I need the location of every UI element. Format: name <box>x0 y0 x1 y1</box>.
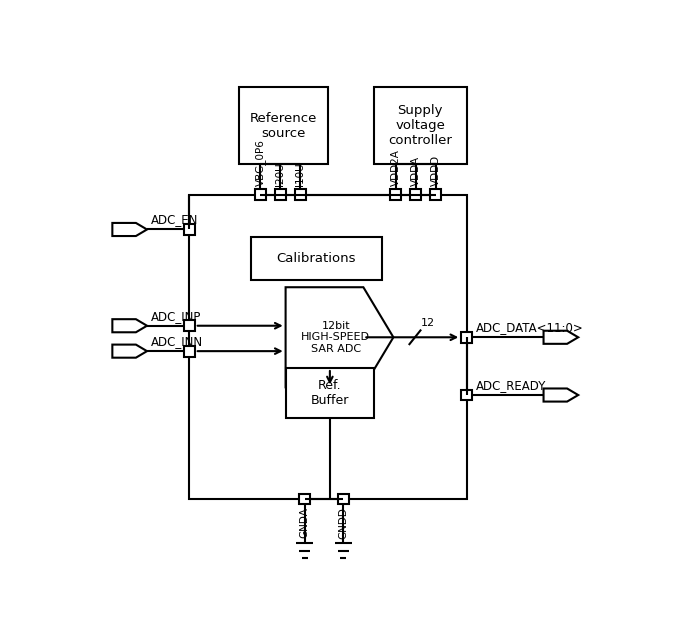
Bar <box>184 346 195 357</box>
Polygon shape <box>112 345 147 358</box>
Text: Calibrations: Calibrations <box>276 252 356 265</box>
Text: VDDD: VDDD <box>430 155 441 186</box>
Text: 12bit
HIGH-SPEED
SAR ADC: 12bit HIGH-SPEED SAR ADC <box>301 321 370 354</box>
Bar <box>275 189 286 200</box>
Polygon shape <box>112 319 147 332</box>
Polygon shape <box>286 287 393 387</box>
Text: ADC_DATA<11:0>: ADC_DATA<11:0> <box>476 321 584 334</box>
Bar <box>189 195 466 499</box>
Bar <box>391 189 401 200</box>
Text: 12: 12 <box>421 318 435 328</box>
Text: Reference
source: Reference source <box>250 111 317 140</box>
Text: VDDA: VDDA <box>411 156 421 186</box>
Text: I10U: I10U <box>295 163 305 186</box>
Text: GNDA: GNDA <box>300 508 310 538</box>
Bar <box>430 189 441 200</box>
Text: ADC_EN: ADC_EN <box>150 213 198 226</box>
Polygon shape <box>543 331 578 344</box>
Bar <box>255 189 265 200</box>
Bar <box>374 87 466 164</box>
Text: ADC_READY: ADC_READY <box>476 379 546 392</box>
Bar <box>295 189 306 200</box>
Text: Supply
voltage
controller: Supply voltage controller <box>389 104 452 147</box>
Bar <box>461 332 472 343</box>
Bar <box>338 494 349 504</box>
Text: Ref.
Buffer: Ref. Buffer <box>311 379 349 407</box>
Text: ADC_INN: ADC_INN <box>150 335 203 348</box>
Polygon shape <box>543 389 578 401</box>
Polygon shape <box>112 223 147 236</box>
Text: GNDD: GNDD <box>338 508 349 539</box>
Bar <box>300 494 310 504</box>
Bar <box>251 237 382 279</box>
Text: VDD2A: VDD2A <box>391 150 400 186</box>
Text: ADC_INP: ADC_INP <box>150 309 201 323</box>
Text: VBG_0P6: VBG_0P6 <box>255 140 265 186</box>
Bar <box>239 87 328 164</box>
Bar <box>184 320 195 331</box>
Bar <box>410 189 421 200</box>
Bar <box>286 368 374 418</box>
Bar <box>184 224 195 235</box>
Bar <box>461 389 472 401</box>
Text: I20U: I20U <box>275 163 285 186</box>
